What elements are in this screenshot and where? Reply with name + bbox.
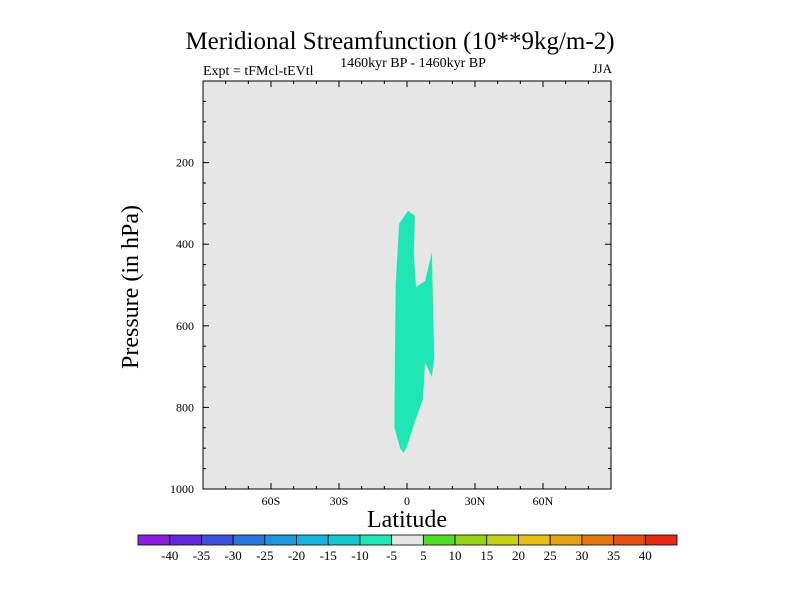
colorbar-label: -20 bbox=[288, 548, 305, 563]
colorbar-swatch bbox=[549, 534, 583, 546]
colorbar-label: 30 bbox=[575, 548, 588, 563]
colorbar-swatch bbox=[486, 534, 519, 546]
colorbar-label: -25 bbox=[256, 548, 273, 563]
colorbar-swatch bbox=[201, 534, 234, 546]
colorbar-swatch bbox=[518, 534, 551, 546]
season-label: JJA bbox=[592, 61, 612, 76]
colorbar-swatch bbox=[169, 534, 202, 546]
colorbar-label: 40 bbox=[639, 548, 652, 563]
colorbar-label: -35 bbox=[193, 548, 210, 563]
y-axis-label: Pressure (in hPa) bbox=[118, 205, 144, 369]
colorbar-label: -15 bbox=[320, 548, 337, 563]
colorbar-label: -40 bbox=[161, 548, 178, 563]
x-tick-label: 60N bbox=[533, 494, 554, 508]
colorbar-label: 10 bbox=[449, 548, 462, 563]
time-period-label: 1460kyr BP - 1460kyr BP bbox=[340, 56, 486, 71]
colorbar-label: -5 bbox=[386, 548, 397, 563]
plot-area bbox=[203, 81, 611, 489]
x-axis-label: Latitude bbox=[367, 507, 447, 533]
experiment-label: Expt = tFMcl-tEVtl bbox=[203, 64, 314, 79]
colorbar-swatch bbox=[296, 534, 329, 546]
y-tick-label: 200 bbox=[176, 156, 194, 170]
colorbar-swatch bbox=[613, 534, 646, 546]
y-tick-label: 800 bbox=[176, 400, 194, 414]
chart-title: Meridional Streamfunction (10**9kg/m-2) bbox=[185, 28, 615, 55]
contour-fill-region bbox=[394, 210, 435, 454]
colorbar-label: 20 bbox=[512, 548, 525, 563]
y-tick-label: 400 bbox=[176, 237, 194, 251]
x-tick-label: 30S bbox=[330, 494, 349, 508]
colorbar-swatch bbox=[454, 534, 488, 546]
axes: 60S 30S 0 30N 60N 200 400 600 800 1000 bbox=[170, 80, 612, 508]
colorbar-label: -10 bbox=[351, 548, 368, 563]
colorbar-label: 25 bbox=[544, 548, 557, 563]
colorbar-swatch bbox=[644, 534, 678, 546]
colorbar-label: 15 bbox=[480, 548, 493, 563]
colorbar-label: 35 bbox=[607, 548, 620, 563]
y-tick-label: 1000 bbox=[170, 482, 194, 496]
colorbar-swatch bbox=[581, 534, 614, 546]
colorbar: -40 -35 -30 -25 -20 -15 -10 -5 5 10 15 20 25 30 35 40 bbox=[137, 534, 678, 563]
x-tick-label: 30N bbox=[465, 494, 486, 508]
colorbar-swatch bbox=[391, 534, 424, 546]
colorbar-label: 5 bbox=[420, 548, 427, 563]
colorbar-swatch bbox=[359, 534, 393, 546]
y-tick-label: 600 bbox=[176, 319, 194, 333]
x-tick-label: 0 bbox=[404, 494, 410, 508]
colorbar-swatch bbox=[422, 534, 456, 546]
colorbar-swatch bbox=[264, 534, 297, 546]
colorbar-swatch bbox=[327, 534, 361, 546]
colorbar-swatch bbox=[137, 534, 171, 546]
x-tick-label: 60S bbox=[262, 494, 281, 508]
colorbar-swatch bbox=[232, 534, 266, 546]
colorbar-label: -30 bbox=[224, 548, 241, 563]
